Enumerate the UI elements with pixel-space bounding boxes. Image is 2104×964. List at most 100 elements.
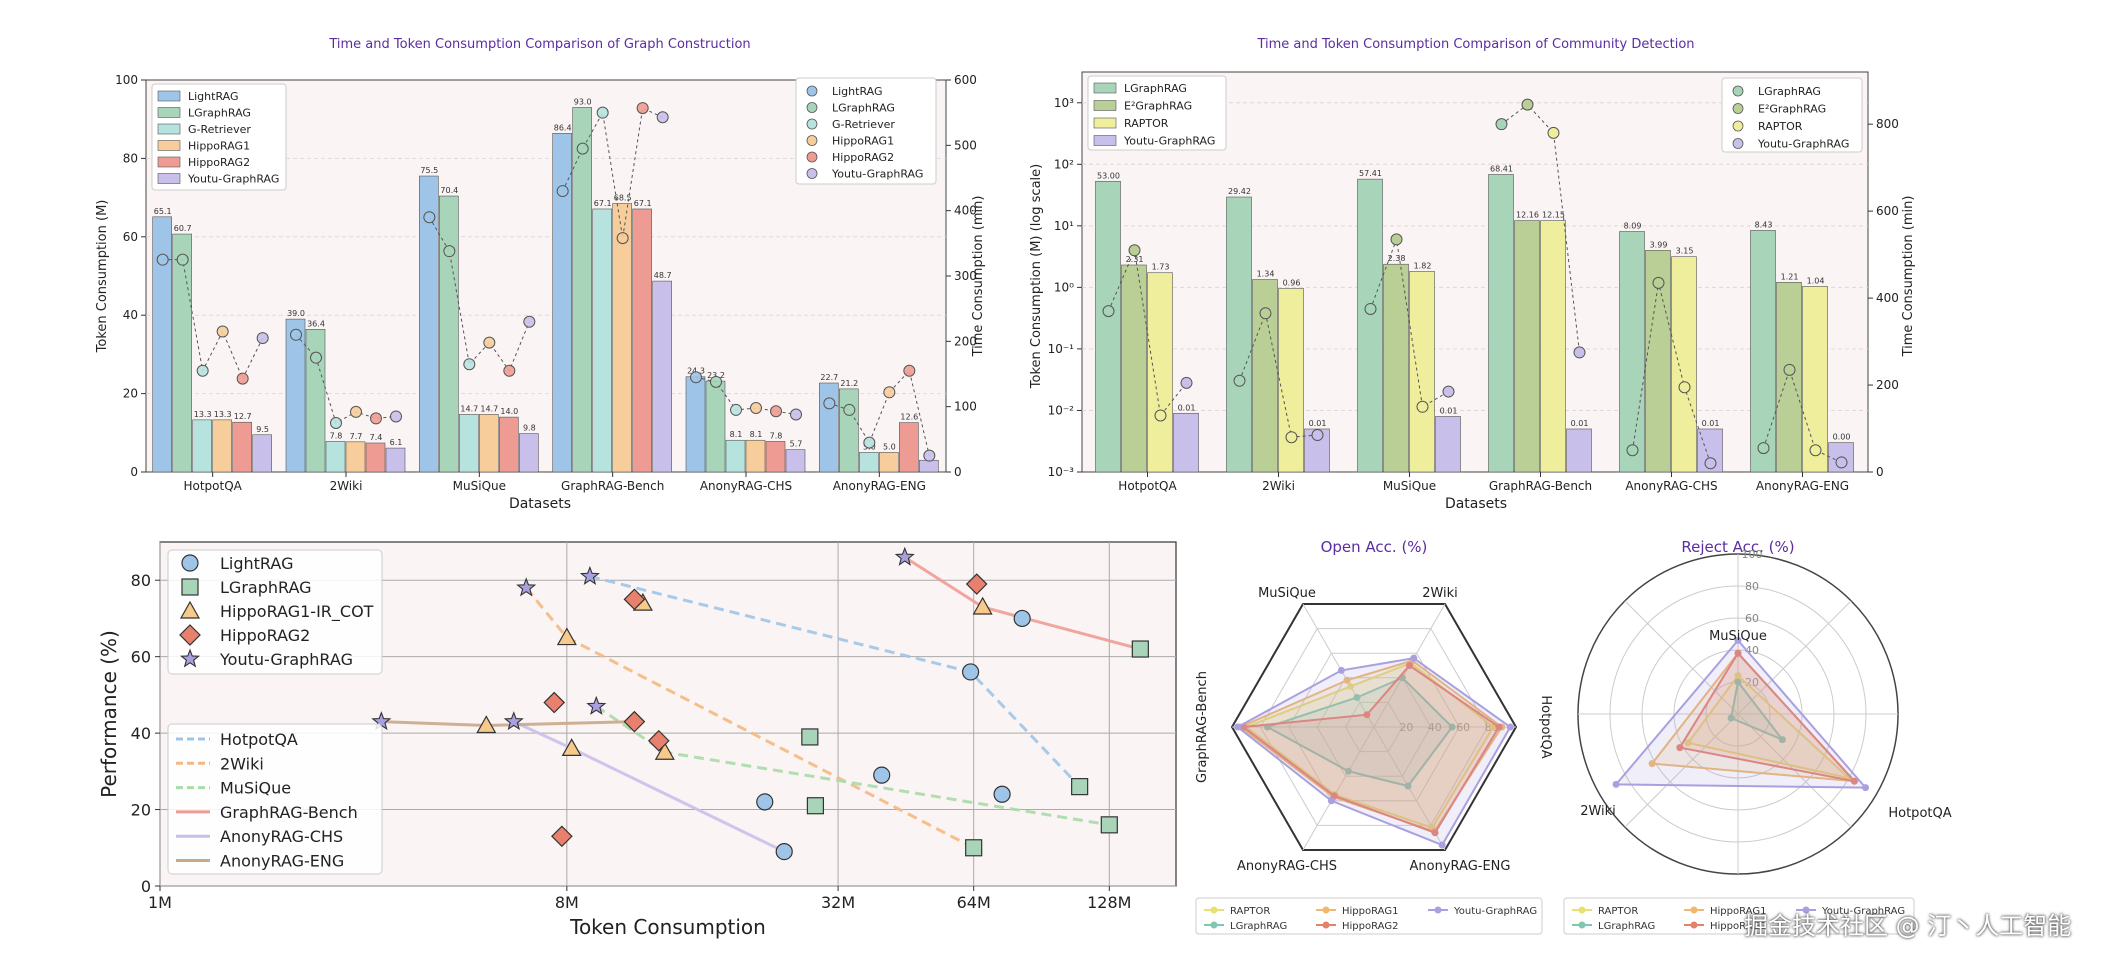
- chart1-bar-label: 36.4: [307, 319, 325, 328]
- chart-graph-construction: Time and Token Consumption Comparison of…: [95, 37, 986, 512]
- chart1-bar-label: 7.4: [370, 433, 383, 442]
- chart3-marker-lightrag: [1013, 609, 1031, 628]
- chart1-time-point-youtu-graphrag: [256, 332, 269, 345]
- chart1-time-point-lgraphrag: [576, 142, 589, 155]
- chart2-bar-label: 29.42: [1228, 187, 1251, 196]
- chart1-legend-label: HippoRAG2: [832, 151, 894, 164]
- chart1-xlabel: Datasets: [509, 496, 571, 512]
- chart2-bar-label: 3.99: [1650, 240, 1668, 249]
- chart2-y2tick-label: 400: [1876, 291, 1899, 305]
- chart2-legend-marker: [1732, 85, 1744, 97]
- chart2-bar-e2graphrag: [1514, 220, 1540, 473]
- chart1-time-point-lightrag: [423, 211, 436, 224]
- chart1-bar-hipporag2: [499, 416, 519, 473]
- chart1-time-point-g-retriever: [330, 417, 342, 429]
- chart3-legend-label: HotpotQA: [220, 730, 298, 749]
- chart2-time-point-e2graphrag: [1259, 307, 1272, 320]
- chart1-time-point-lgraphrag: [176, 253, 189, 266]
- chart3-legend-label: LightRAG: [220, 554, 293, 573]
- chart1-bar-hipporag1: [879, 452, 899, 473]
- chart2-xtick-label: MuSiQue: [1383, 479, 1436, 493]
- c5-tick-label: 100: [1742, 548, 1763, 561]
- chart1-time-point-lgraphrag: [443, 245, 456, 258]
- chart1-bar-hipporag2: [899, 422, 919, 473]
- c4-legend-box: [1195, 897, 1543, 935]
- chart1-time-point-youtu-graphrag: [923, 449, 936, 462]
- chart2-ylabel: Token Consumption (M) (log scale): [1029, 164, 1044, 389]
- chart2-xtick-label: GraphRAG-Bench: [1489, 479, 1592, 493]
- chart1-time-point-lightrag: [823, 397, 836, 410]
- c4-tick-label: 40: [1428, 721, 1442, 734]
- c5-legend-box: [1563, 897, 1915, 935]
- c4-legend-label: HippoRAG2: [1342, 921, 1398, 932]
- chart1-time-point-hipporag1: [750, 401, 762, 414]
- c5-point-raptor: [1734, 672, 1742, 680]
- chart2-legend-swatch: [1093, 82, 1117, 94]
- chart2-legend-label: RAPTOR: [1758, 120, 1803, 133]
- chart2-bar-label: 0.96: [1283, 278, 1301, 287]
- chart1-bar-label: 67.1: [594, 199, 612, 208]
- chart1-bar-g-retriever: [325, 441, 346, 473]
- chart1-time-line: [428, 216, 530, 372]
- chart1-bar-label: 93.0: [574, 97, 592, 106]
- chart2-time-point-youtu-graphrag: [1311, 429, 1324, 442]
- chart2-legend-swatch: [1093, 117, 1117, 129]
- chart1-bar-label: 60.7: [174, 224, 192, 233]
- chart3-marker-hipporag1-ir-cot: [561, 738, 582, 756]
- chart2-ytick-label: 10³: [1054, 96, 1074, 110]
- chart1-legend-swatch: [157, 140, 181, 151]
- c5-point-hipporag2: [1676, 744, 1684, 752]
- chart1-bar-g-retriever: [192, 419, 212, 473]
- chart3-ytick-label: 20: [131, 801, 151, 820]
- chart3-marker-lightrag: [756, 793, 774, 811]
- chart2-ytick-label: 10²: [1054, 157, 1074, 171]
- chart1-time-point-hipporag1: [616, 232, 629, 245]
- chart1-legend-swatch: [157, 107, 181, 118]
- c5-point-youtu-graphrag: [1612, 780, 1620, 788]
- chart3-marker-hipporag2: [179, 624, 201, 646]
- c4-axis-label: AnonyRAG-ENG: [1410, 859, 1511, 874]
- chart3-marker-lgraphrag: [181, 578, 199, 596]
- c5-point-youtu-graphrag: [1861, 784, 1869, 792]
- chart2-time-line: [1108, 248, 1187, 417]
- chart1-bar-youtu-graphrag: [252, 434, 272, 473]
- chart2-time-line: [1632, 282, 1711, 464]
- chart2-xtick-label: HotpotQA: [1118, 479, 1177, 493]
- chart1-y2tick-label: 600: [954, 73, 977, 87]
- chart3-marker-lightrag: [993, 785, 1011, 803]
- chart2-time-point-lgraphrag: [1495, 118, 1508, 131]
- c5-area-hipporag2: [1678, 651, 1858, 783]
- chart1-title: Time and Token Consumption Comparison of…: [328, 37, 750, 52]
- chart3-marker-hipporag1-ir-cot: [556, 627, 577, 646]
- chart2-bar-raptor: [1671, 256, 1697, 473]
- c4-axis-label: AnonyRAG-CHS: [1237, 859, 1337, 874]
- chart1-ytick-label: 100: [115, 73, 138, 87]
- chart1-ylabel: Token Consumption (M): [95, 200, 110, 354]
- chart1-legend-label: LGraphRAG: [832, 102, 895, 115]
- chart1-bar-label: 13.3: [194, 410, 212, 419]
- chart3-marker-hipporag1-ir-cot: [654, 741, 675, 760]
- chart-performance-vs-tokens: 1M 8M 32M 64M 128M 0 20 40 60 80 Token Consumpti…: [97, 541, 1177, 939]
- chart2-legend-label: RAPTOR: [1124, 117, 1169, 130]
- chart2-bar-label: 2.38: [1388, 254, 1406, 263]
- chart2-time-point-lgraphrag: [1233, 374, 1246, 387]
- c5-point-lgraphrag: [1734, 678, 1742, 686]
- chart3-ytick-label: 0: [141, 877, 151, 896]
- chart1-time-line: [162, 259, 264, 380]
- chart1-time-point-hipporag2: [770, 405, 782, 418]
- chart3-marker-hipporag2: [647, 729, 670, 752]
- chart2-time-point-e2graphrag: [1521, 98, 1534, 111]
- chart1-bar-g-retriever: [859, 452, 879, 473]
- chart2-xtick-label: AnonyRAG-CHS: [1625, 479, 1717, 493]
- chart2-title: Time and Token Consumption Comparison of…: [1256, 37, 1694, 52]
- chart2-bar-e2graphrag: [1121, 264, 1147, 473]
- chart1-legend-marker: [806, 135, 818, 146]
- chart1-bar-label: 65.1: [154, 207, 172, 216]
- chart2-bar-label: 12.15: [1542, 211, 1565, 220]
- chart2-legend-label: E²GraphRAG: [1758, 103, 1826, 116]
- chart2-time-point-raptor: [1285, 431, 1298, 444]
- c5-legend-label: Youtu-GraphRAG: [1821, 906, 1905, 917]
- chart1-legend-label: G-Retriever: [832, 118, 895, 131]
- chart2-bar-lgraphrag: [1488, 174, 1514, 473]
